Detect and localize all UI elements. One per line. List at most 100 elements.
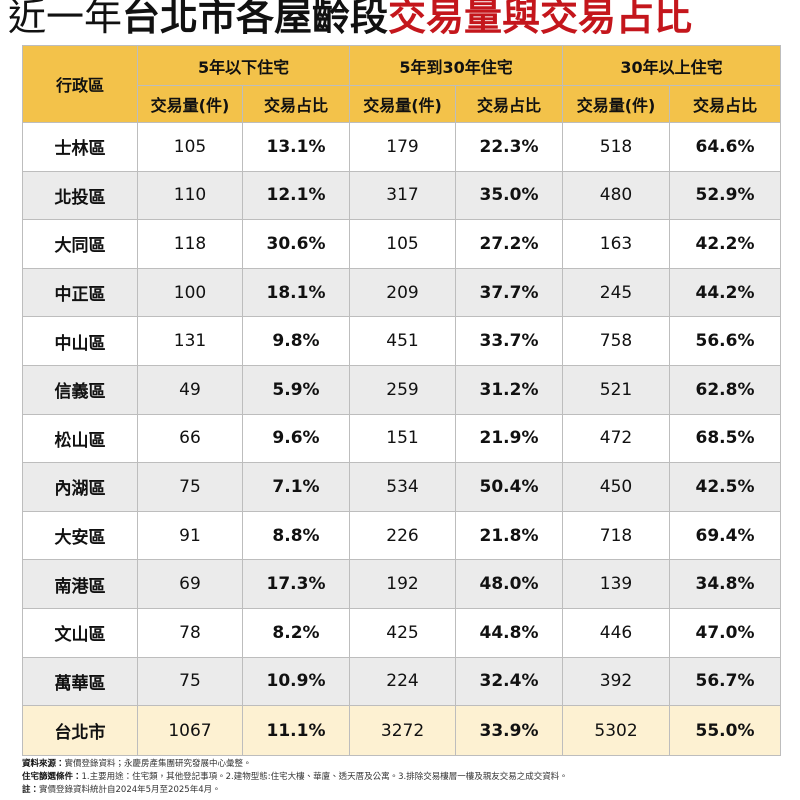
value-cell: 472 (562, 413, 671, 464)
district-cell: 士林區 (22, 122, 138, 172)
value-cell: 9.6% (241, 413, 351, 464)
value-cell: 78 (137, 607, 243, 658)
value-cell: 118 (137, 219, 243, 269)
value-cell: 18.1% (241, 267, 351, 318)
note-label: 資料來源： (22, 759, 65, 769)
value-cell: 75 (137, 462, 243, 512)
value-cell: 44.8% (455, 607, 564, 658)
value-cell: 758 (562, 316, 671, 366)
value-cell: 21.9% (455, 413, 564, 464)
value-cell: 44.2% (669, 267, 782, 318)
value-cell: 163 (562, 219, 671, 269)
value-cell: 33.9% (455, 705, 564, 757)
value-cell: 12.1% (241, 170, 351, 221)
notes: 資料來源：實價登錄資料；永慶房產集團研究發展中心彙整。 住宅篩選條件：1.主要用途… (22, 758, 568, 797)
sub-header: 交易量(件) (562, 85, 671, 123)
table-row: 松山區 66 9.6% 151 21.9% 472 68.5% (22, 413, 782, 464)
district-cell: 北投區 (22, 170, 138, 221)
district-cell: 內湖區 (22, 462, 138, 512)
value-cell: 451 (349, 316, 457, 366)
table-row: 大安區 91 8.8% 226 21.8% 718 69.4% (22, 510, 782, 561)
district-cell: 台北市 (22, 705, 138, 757)
title-part: 近一年 (8, 0, 123, 39)
value-cell: 209 (349, 267, 457, 318)
value-cell: 68.5% (669, 413, 782, 464)
value-cell: 27.2% (455, 219, 564, 269)
district-cell: 中山區 (22, 316, 138, 366)
value-cell: 718 (562, 510, 671, 561)
value-cell: 245 (562, 267, 671, 318)
value-cell: 64.6% (669, 122, 782, 172)
table-row: 中正區 100 18.1% 209 37.7% 245 44.2% (22, 267, 782, 318)
value-cell: 105 (137, 122, 243, 172)
sub-header: 交易占比 (241, 85, 351, 123)
district-cell: 萬華區 (22, 656, 138, 707)
table-row: 中山區 131 9.8% 451 33.7% 758 56.6% (22, 316, 782, 366)
value-cell: 48.0% (455, 559, 564, 609)
value-cell: 480 (562, 170, 671, 221)
value-cell: 8.8% (241, 510, 351, 561)
value-cell: 13.1% (241, 122, 351, 172)
table-row: 文山區 78 8.2% 425 44.8% 446 47.0% (22, 607, 782, 658)
title-part: 台北市各屋齡段 (122, 0, 389, 39)
table-row: 士林區 105 13.1% 179 22.3% 518 64.6% (22, 122, 782, 172)
group-header: 5年以下住宅 (136, 45, 351, 86)
group-header: 30年以上住宅 (562, 45, 782, 86)
sub-header: 交易占比 (669, 85, 782, 123)
value-cell: 42.5% (669, 462, 782, 512)
district-cell: 松山區 (22, 413, 138, 464)
value-cell: 56.6% (669, 316, 782, 366)
value-cell: 151 (349, 413, 457, 464)
sub-header: 交易量(件) (137, 85, 243, 123)
value-cell: 35.0% (455, 170, 564, 221)
note-line: 住宅篩選條件：1.主要用途：住宅類，其他登記事項。2.建物型態:住宅大樓、華廈、… (22, 771, 568, 784)
value-cell: 100 (137, 267, 243, 318)
value-cell: 11.1% (241, 705, 351, 757)
value-cell: 105 (349, 219, 457, 269)
table-row: 內湖區 75 7.1% 534 50.4% 450 42.5% (22, 462, 782, 512)
district-cell: 中正區 (22, 267, 138, 318)
value-cell: 37.7% (455, 267, 564, 318)
value-cell: 518 (562, 122, 671, 172)
value-cell: 131 (137, 316, 243, 366)
value-cell: 69 (137, 559, 243, 609)
value-cell: 7.1% (241, 462, 351, 512)
value-cell: 56.7% (669, 656, 782, 707)
value-cell: 259 (349, 364, 457, 415)
table-row: 萬華區 75 10.9% 224 32.4% 392 56.7% (22, 656, 782, 707)
value-cell: 49 (137, 364, 243, 415)
note-text: 實價登錄資料；永慶房產集團研究發展中心彙整。 (64, 759, 252, 769)
district-cell: 信義區 (22, 364, 138, 415)
value-cell: 22.3% (455, 122, 564, 172)
sub-header: 交易占比 (455, 85, 564, 123)
district-cell: 大安區 (22, 510, 138, 561)
value-cell: 110 (137, 170, 243, 221)
value-cell: 425 (349, 607, 457, 658)
value-cell: 392 (562, 656, 671, 707)
table-row: 信義區 49 5.9% 259 31.2% 521 62.8% (22, 364, 782, 415)
value-cell: 17.3% (241, 559, 351, 609)
table-row: 南港區 69 17.3% 192 48.0% 139 34.8% (22, 559, 782, 609)
value-cell: 47.0% (669, 607, 782, 658)
value-cell: 75 (137, 656, 243, 707)
value-cell: 3272 (349, 705, 457, 757)
value-cell: 534 (349, 462, 457, 512)
value-cell: 450 (562, 462, 671, 512)
value-cell: 5.9% (241, 364, 351, 415)
table-row: 台北市 1067 11.1% 3272 33.9% 5302 55.0% (22, 705, 782, 757)
value-cell: 224 (349, 656, 457, 707)
note-line: 資料來源：實價登錄資料；永慶房產集團研究發展中心彙整。 (22, 758, 568, 771)
table-row: 大同區 118 30.6% 105 27.2% 163 42.2% (22, 219, 782, 269)
value-cell: 446 (562, 607, 671, 658)
value-cell: 10.9% (241, 656, 351, 707)
value-cell: 42.2% (669, 219, 782, 269)
value-cell: 9.8% (241, 316, 351, 366)
value-cell: 34.8% (669, 559, 782, 609)
note-label: 註： (22, 785, 40, 795)
value-cell: 31.2% (455, 364, 564, 415)
group-header: 5年到30年住宅 (349, 45, 564, 86)
value-cell: 50.4% (455, 462, 564, 512)
value-cell: 62.8% (669, 364, 782, 415)
value-cell: 8.2% (241, 607, 351, 658)
district-cell: 文山區 (22, 607, 138, 658)
